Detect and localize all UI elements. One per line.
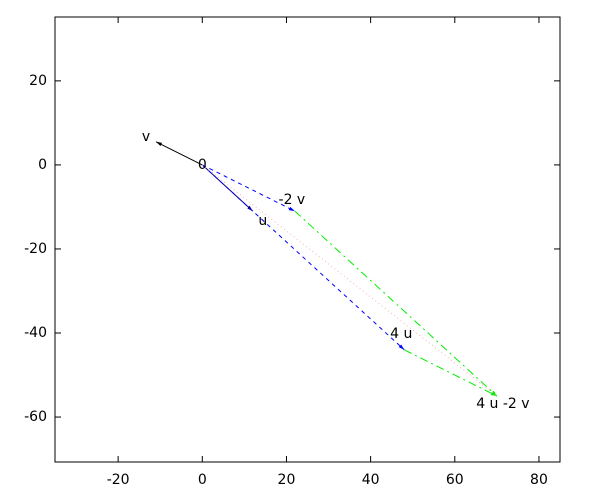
y-tick-label: 20: [29, 73, 47, 89]
vector-label: -2 v: [279, 192, 306, 208]
plot-frame: [54, 16, 561, 463]
vector-arrow: [201, 164, 498, 397]
x-tick-label: 80: [530, 472, 548, 488]
vector-label: u: [258, 213, 267, 229]
x-tick-label: -20: [107, 472, 130, 488]
vector-label: 4 u: [390, 326, 412, 342]
x-tick-label: 40: [362, 472, 380, 488]
vector-arrow: [202, 164, 296, 212]
vector-arrow: [155, 141, 203, 166]
vector-arrow: [294, 210, 498, 397]
vector-label: 4 u -2 v: [476, 396, 529, 412]
x-tick-label: 60: [446, 472, 464, 488]
vector-arrow: [201, 164, 405, 351]
y-tick-label: -60: [24, 409, 47, 425]
vector-label: 0: [198, 157, 207, 173]
vector-arrow: [404, 349, 498, 397]
y-tick-label: -20: [24, 241, 47, 257]
vector-label: v: [142, 129, 150, 145]
x-tick-label: 20: [278, 472, 296, 488]
x-tick-label: 0: [198, 472, 207, 488]
y-tick-label: 0: [38, 157, 47, 173]
y-tick-label: -40: [24, 325, 47, 341]
